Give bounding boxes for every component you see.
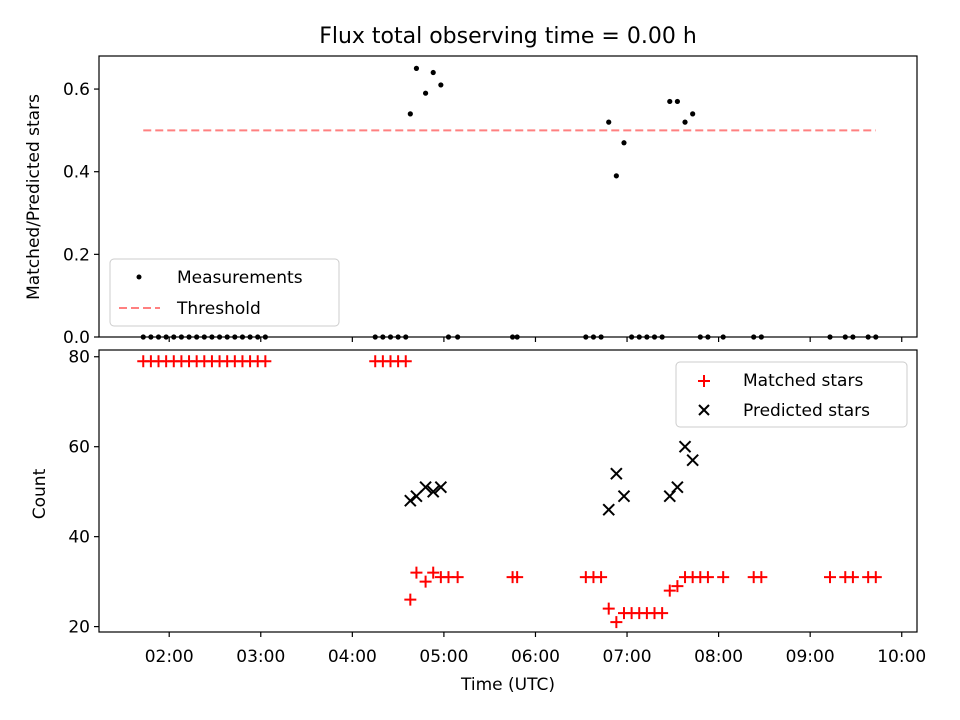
- top-y-tick-label: 0.2: [63, 245, 90, 265]
- legend-matched-label: Matched stars: [743, 371, 863, 391]
- matched-star-point: [824, 571, 837, 584]
- measurement-point: [682, 119, 688, 125]
- predicted-star-point: [404, 494, 417, 507]
- legend-measurements-label: Measurements: [177, 268, 303, 288]
- predicted-star-stroke-b: [602, 503, 615, 516]
- bottom-x-tick-label: 03:00: [236, 647, 285, 667]
- matched-star-point: [419, 575, 432, 588]
- measurement-point: [413, 65, 420, 71]
- predicted-star-stroke-b: [434, 480, 448, 494]
- legend-predicted-label: Predicted stars: [743, 401, 870, 421]
- measurement-point: [407, 111, 413, 117]
- predicted-star-point: [602, 503, 615, 516]
- bottom-x-tick-label: 08:00: [694, 647, 743, 667]
- predicted-star-stroke-b: [678, 440, 692, 453]
- matched-star-point: [451, 571, 464, 584]
- matched-star-point: [663, 584, 676, 597]
- predicted-star-point: [419, 480, 432, 494]
- top-y-tick-label: 0.4: [63, 163, 90, 183]
- predicted-star-point: [610, 467, 623, 480]
- bottom-x-tick-label: 02:00: [145, 647, 194, 667]
- matched-star-point: [399, 355, 412, 368]
- matched-star-point: [410, 566, 423, 579]
- bottom-x-tick-label: 05:00: [419, 647, 468, 667]
- measurement-point: [422, 90, 429, 96]
- matched-star-point: [869, 571, 882, 584]
- matched-star-point: [404, 593, 417, 606]
- matched-star-point: [671, 580, 684, 593]
- measurement-point: [690, 111, 696, 117]
- top-plot-area: 0.0 0.2 0.4 0.6: [63, 55, 918, 348]
- measurement-point: [667, 98, 673, 105]
- legend-threshold-label: Threshold: [176, 299, 261, 319]
- legend-measurements-marker: [136, 274, 142, 280]
- matched-star-point: [610, 616, 623, 629]
- bottom-y-tick-label: 80: [68, 348, 90, 368]
- top-y-tick-label: 0.6: [63, 80, 90, 100]
- measurement-point: [621, 140, 627, 146]
- top-y-axis-label: Matched/Predicted stars: [24, 94, 44, 300]
- predicted-star-stroke-b: [686, 453, 699, 467]
- measurement-point: [674, 98, 680, 105]
- bottom-y-axis-label: Count: [30, 468, 50, 519]
- bottom-x-axis-label: Time (UTC): [460, 675, 555, 695]
- predicted-star-point: [434, 480, 448, 494]
- bottom-x-tick-label: 06:00: [511, 647, 560, 667]
- bottom-y-tick-label: 20: [68, 618, 90, 638]
- bottom-x-tick-label: 10:00: [877, 647, 926, 667]
- matched-star-point: [595, 571, 608, 584]
- predicted-star-point: [686, 453, 699, 467]
- measurement-point: [430, 69, 436, 76]
- matched-star-point: [259, 355, 272, 368]
- predicted-star-stroke-b: [404, 494, 417, 507]
- matched-star-point: [701, 571, 714, 584]
- legend-predicted-marker: [698, 404, 710, 416]
- predicted-star-point: [427, 485, 440, 498]
- predicted-star-stroke-b: [427, 485, 440, 498]
- predicted-star-point: [617, 489, 631, 503]
- matched-star-point: [846, 571, 859, 584]
- bottom-plot-area: 20 40 60 80 02:00 03:00 04:00 05:00 06:00 07:00 08…: [68, 348, 926, 667]
- bottom-x-tick-label: 09:00: [786, 647, 835, 667]
- bottom-x-tick-label: 04:00: [328, 647, 377, 667]
- matched-star-point: [755, 571, 768, 584]
- measurement-point: [438, 82, 444, 88]
- bottom-legend: Matched stars Predicted stars: [675, 361, 908, 428]
- top-legend: Measurements Threshold: [109, 258, 340, 327]
- matched-star-point: [602, 602, 615, 615]
- predicted-star-stroke-b: [419, 480, 432, 494]
- bottom-axes-frame: [98, 349, 918, 633]
- predicted-star-point: [678, 440, 692, 453]
- top-axes-frame: [98, 55, 918, 338]
- matched-star-point: [717, 571, 730, 584]
- bottom-y-tick-label: 40: [68, 528, 90, 548]
- bottom-y-tick-label: 60: [68, 438, 90, 458]
- legend-matched-marker: [698, 375, 710, 387]
- matched-star-point: [427, 566, 440, 579]
- measurement-point: [606, 119, 612, 125]
- predicted-star-stroke-b: [617, 489, 631, 503]
- top-chart-title: Flux total observing time = 0.00 h: [319, 24, 697, 49]
- measurement-point: [613, 173, 619, 179]
- predicted-star-point: [671, 480, 684, 494]
- predicted-star-stroke-b: [610, 467, 623, 480]
- matched-star-point: [511, 571, 524, 584]
- bottom-x-tick-label: 07:00: [603, 647, 652, 667]
- top-y-tick-label: 0.0: [63, 328, 90, 348]
- matched-star-point: [656, 607, 669, 620]
- predicted-star-stroke-b: [671, 480, 684, 494]
